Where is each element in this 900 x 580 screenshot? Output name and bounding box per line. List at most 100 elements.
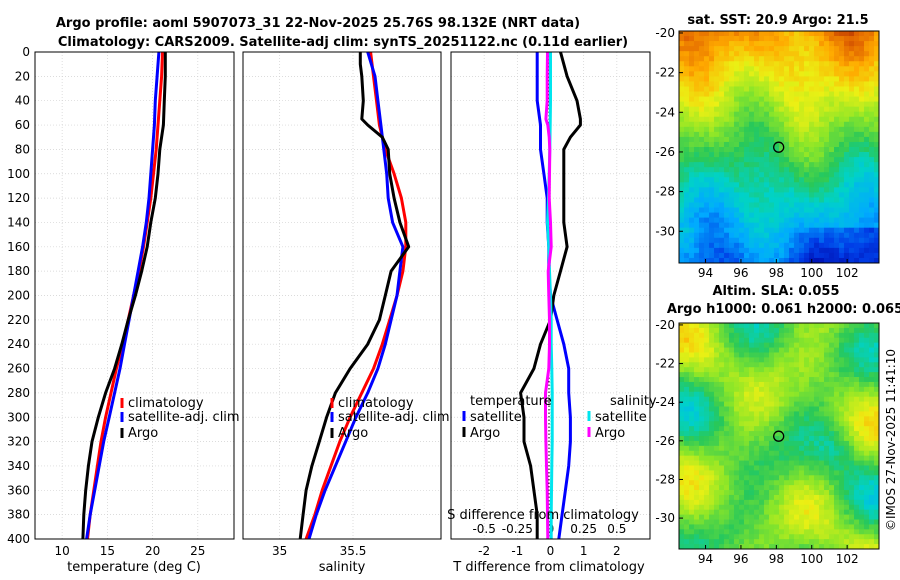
map-cell: [704, 61, 710, 67]
map-cell: [859, 152, 865, 158]
map-cell: [864, 147, 870, 153]
map-cell: [764, 514, 770, 520]
map-cell: [724, 91, 730, 97]
map-cell: [834, 147, 840, 153]
map-cell: [779, 332, 785, 339]
map-cell: [804, 157, 810, 163]
map-cell: [679, 357, 685, 363]
map-cell: [799, 227, 805, 234]
map-cell: [724, 514, 730, 520]
map-cell: [854, 182, 860, 188]
map-cell: [679, 197, 685, 203]
map-cell: [789, 332, 795, 339]
map-cell: [754, 81, 760, 87]
map-cell: [804, 96, 810, 103]
map-cell: [834, 524, 840, 530]
map-cell: [774, 81, 780, 87]
map-cell: [794, 182, 800, 188]
map-cell: [709, 217, 715, 224]
map-cell: [729, 197, 735, 203]
map-cell: [739, 529, 745, 535]
map-cell: [679, 31, 685, 37]
map-cell: [844, 36, 850, 42]
map-cell: [689, 212, 695, 219]
map-cell: [679, 381, 685, 388]
map-cell: [844, 121, 850, 128]
map-cell: [719, 91, 725, 97]
map-cell: [719, 465, 725, 471]
map-cell: [859, 406, 865, 412]
map-cell: [859, 31, 865, 37]
map-cell: [754, 332, 760, 339]
map-cell: [734, 46, 740, 52]
map-cell: [819, 177, 825, 183]
map-cell: [774, 426, 780, 432]
map-cell: [844, 470, 850, 476]
map-cell: [714, 485, 720, 491]
map-cell: [809, 362, 815, 368]
map-cell: [749, 381, 755, 388]
map-cell: [734, 237, 740, 244]
map-cell: [824, 222, 830, 229]
map-cell: [824, 237, 830, 244]
map-cell: [699, 436, 705, 442]
map-cell: [704, 480, 710, 486]
map-cell: [799, 357, 805, 363]
map-cell: [854, 71, 860, 77]
map-cell: [874, 352, 879, 358]
map-cell: [784, 504, 790, 511]
map-cell: [689, 202, 695, 208]
map-cell: [804, 391, 810, 398]
map-cell: [834, 157, 840, 163]
map-cell: [694, 539, 700, 545]
map-cell: [804, 41, 810, 47]
map-cell: [724, 232, 730, 239]
depth-tick-label: 40: [15, 94, 30, 108]
map-cell: [749, 372, 755, 378]
map-cell: [869, 406, 875, 412]
map-cell: [849, 36, 855, 42]
map-cell: [744, 71, 750, 77]
map-cell: [774, 455, 780, 461]
map-cell: [694, 460, 700, 466]
map-cell: [714, 116, 720, 123]
map-cell: [699, 202, 705, 208]
map-cell: [849, 416, 855, 422]
map-cell: [799, 96, 805, 103]
map-cell: [814, 406, 820, 412]
map-cell: [764, 91, 770, 97]
map-cell: [739, 131, 745, 138]
map-cell: [729, 372, 735, 378]
map-cell: [739, 347, 745, 353]
map-cell: [859, 76, 865, 82]
map-cell: [764, 41, 770, 47]
map-cell: [774, 436, 780, 442]
map-cell: [699, 362, 705, 368]
map-cell: [699, 534, 705, 540]
map-cell: [814, 342, 820, 348]
map-cell: [834, 544, 840, 549]
map-cell: [744, 227, 750, 234]
map-cell: [809, 455, 815, 461]
map-cell: [834, 81, 840, 87]
map-cell: [689, 197, 695, 203]
map-cell: [684, 157, 690, 163]
map-cell: [869, 332, 875, 339]
map-cell: [744, 61, 750, 67]
map-cell: [814, 131, 820, 138]
map-cell: [769, 86, 775, 92]
salinity-legend: climatology satellite-adj. clim Argo: [330, 396, 450, 441]
map-cell: [684, 544, 690, 549]
map-cell: [814, 147, 820, 153]
map-cell: [864, 257, 870, 263]
map-cell: [869, 157, 875, 163]
map-cell: [834, 76, 840, 82]
map-cell: [759, 71, 765, 77]
map-cell: [704, 519, 710, 525]
map-cell: [769, 237, 775, 244]
map-cell: [714, 71, 720, 77]
map-cell: [714, 499, 720, 506]
map-cell: [789, 66, 795, 72]
map-cell: [689, 455, 695, 461]
map-cell: [864, 162, 870, 168]
